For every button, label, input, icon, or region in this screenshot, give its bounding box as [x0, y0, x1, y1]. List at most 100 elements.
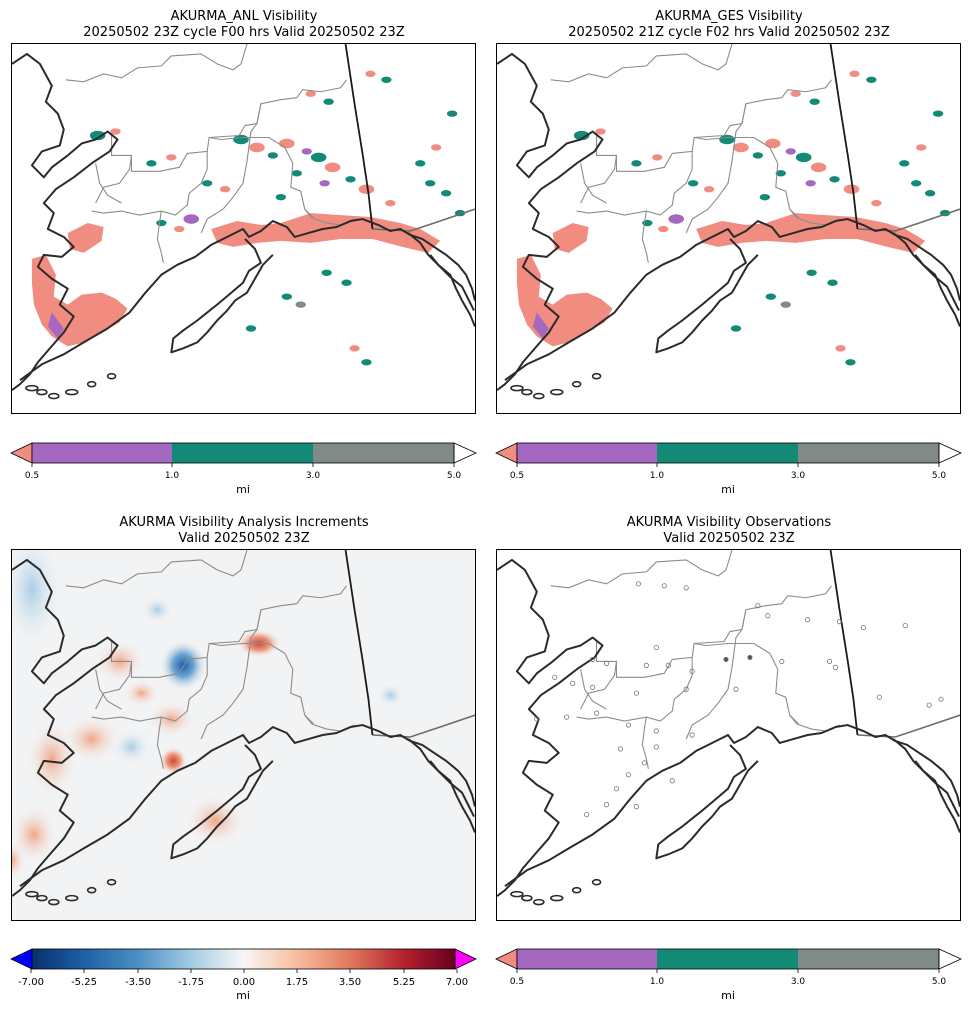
island-4 [86, 380, 97, 388]
coastline-1 [19, 724, 475, 887]
island-5 [106, 878, 117, 886]
colorbar-segment-3.0-5.0 [798, 949, 939, 969]
state-border-line-8 [95, 163, 122, 204]
observation-station-20 [552, 674, 558, 680]
colorbar-over-arrow [938, 442, 962, 464]
inc-tick-7: 5.25 [392, 977, 416, 988]
observation-station-31 [593, 710, 600, 716]
observation-station-36 [653, 744, 659, 750]
observation-station-0 [635, 581, 641, 587]
coastline-4 [914, 760, 960, 833]
vis-cell-11 [324, 162, 341, 173]
colorbar-under-arrow [10, 442, 33, 464]
colorbar-segment-3.0-5.0 [313, 443, 454, 463]
island-3 [549, 894, 564, 902]
map-panel-observations [496, 549, 961, 921]
observation-station-22 [589, 684, 596, 690]
state-border-line-1 [111, 585, 347, 678]
vis-cell-18 [849, 70, 860, 78]
state-border-line-3 [694, 136, 799, 220]
vis-area-west [67, 223, 104, 253]
coastline-2 [655, 238, 759, 354]
vis-cell-34 [146, 160, 157, 167]
observation-station-21 [570, 680, 576, 686]
vis-cell-12 [829, 176, 840, 183]
cbar4-tick-0: 0.5 [509, 977, 525, 987]
observation-station-8 [902, 623, 908, 629]
vis-cell-30 [845, 359, 856, 366]
vis-cell-0 [89, 130, 106, 141]
increment-under-arrow [10, 948, 33, 970]
observation-station-40 [613, 786, 620, 792]
observation-station-42 [584, 811, 590, 818]
vis-cell-4 [183, 214, 199, 224]
vis-cell-24 [759, 193, 771, 201]
observation-station-32 [625, 722, 632, 728]
observation-station-3 [755, 603, 761, 609]
island-3 [549, 388, 564, 396]
observation-station-2 [683, 585, 689, 591]
observation-station-30 [564, 714, 570, 720]
guess-map-svg [497, 44, 960, 400]
colorbar-segment-0.5-1.0 [517, 949, 657, 969]
vis-cell-35 [166, 154, 177, 161]
visibility-colorbar-4-bar [495, 948, 962, 973]
vis-area-sw [516, 254, 613, 347]
state-border-line-0 [550, 44, 733, 83]
island-4 [86, 886, 97, 894]
vis-cell-17 [809, 98, 820, 105]
inc-tick-6: 3.50 [338, 977, 362, 988]
increment-frame [31, 948, 456, 970]
colorbar-frame [516, 442, 940, 464]
international-border-line [829, 44, 859, 230]
visibility-colorbar-2: 0.5 1.0 3.0 5.0 mi [495, 442, 962, 502]
observation-station-11 [603, 660, 610, 666]
increment-region-13 [12, 550, 62, 650]
visibility-colorbar-1-bar [10, 442, 477, 467]
vis-cell-18 [365, 70, 376, 78]
vis-cell-15 [775, 170, 786, 177]
cbar1-tick-2: 3.0 [305, 471, 321, 481]
vis-cell-8 [765, 138, 781, 149]
coastline-1 [504, 218, 960, 381]
colorbar-segment-0.5-1.0 [517, 443, 657, 463]
vis-cell-10 [795, 152, 812, 163]
cbar2-unit: mi [721, 483, 735, 496]
island-5 [591, 878, 602, 886]
observation-station-41 [603, 802, 610, 808]
vis-cell-35 [652, 154, 663, 161]
observation-station-34 [689, 732, 695, 738]
observation-station-15 [723, 656, 729, 662]
vis-cell-1 [110, 128, 121, 135]
state-border-line-8 [580, 163, 607, 204]
vis-cell-15 [291, 170, 302, 177]
vis-cell-3 [658, 225, 669, 233]
vis-area-purple [532, 312, 549, 339]
state-border-line-2 [576, 657, 693, 722]
visibility-colorbar-4: 0.5 1.0 3.0 5.0 mi [495, 948, 962, 1008]
state-border-line-6 [95, 661, 133, 710]
observation-station-25 [733, 686, 739, 692]
observation-station-24 [683, 686, 689, 692]
coastline-2 [655, 744, 759, 860]
state-border-line-6 [95, 155, 133, 204]
vis-cell-36 [415, 160, 426, 167]
inc-tick-1: -5.25 [71, 977, 97, 988]
panel-3-title: AKURMA Visibility Analysis Increments Va… [12, 515, 476, 547]
vis-cell-31 [245, 325, 257, 332]
vis-cell-34 [631, 160, 642, 167]
increment-region-12 [12, 840, 26, 881]
colorbar-segment-1.0-3.0 [172, 443, 313, 463]
observation-station-29 [534, 716, 540, 722]
increment-colorbar: -7.00 -5.25 -3.50 -1.75 0.00 1.75 3.50 5… [10, 948, 477, 1008]
observation-station-18 [826, 658, 833, 664]
cbar4-tick-3: 5.0 [931, 977, 947, 987]
analysis-map-svg [12, 44, 475, 400]
observation-station-43 [633, 804, 639, 810]
vis-cell-21 [440, 190, 452, 197]
state-border-line-4 [200, 103, 262, 234]
state-border-line-8 [580, 669, 607, 710]
inc-tick-2: -3.50 [125, 977, 151, 988]
island-4 [571, 380, 582, 388]
coastline-0 [497, 558, 604, 897]
